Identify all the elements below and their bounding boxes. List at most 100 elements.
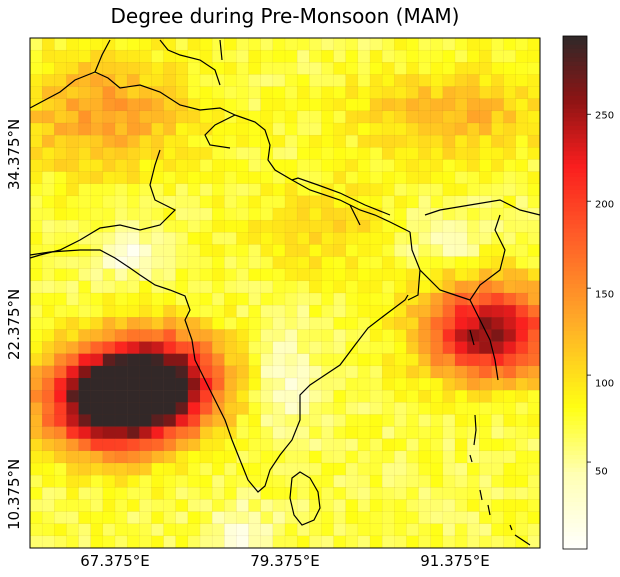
heatmap-cell <box>309 62 322 75</box>
heatmap-cell <box>29 268 43 282</box>
heatmap-cell <box>466 365 480 379</box>
heatmap-cell <box>321 256 335 270</box>
heatmap-cell <box>309 341 322 355</box>
heatmap-cell <box>41 450 55 464</box>
heatmap-cell <box>175 462 189 476</box>
heatmap-cell <box>418 232 432 245</box>
heatmap-cell <box>102 37 116 51</box>
heatmap-cell <box>442 49 456 63</box>
xtick-label-1: 79.375°E <box>250 552 320 570</box>
colorbar-segment <box>563 279 587 285</box>
colorbar-segment <box>563 416 587 422</box>
colorbar-segment <box>563 330 587 336</box>
heatmap-cell <box>163 86 177 100</box>
heatmap-cell <box>369 147 383 160</box>
heatmap-cell <box>163 62 177 75</box>
heatmap-cell <box>54 438 67 452</box>
heatmap-cell <box>90 134 104 148</box>
heatmap-cell <box>126 232 140 245</box>
heatmap-cell <box>515 317 529 330</box>
heatmap-cell <box>345 37 359 51</box>
heatmap-cell <box>309 353 322 367</box>
heatmap-cell <box>248 462 262 476</box>
heatmap-cell <box>41 474 55 488</box>
heatmap-cell <box>29 86 43 100</box>
heatmap-cell <box>515 438 529 452</box>
heatmap-cell <box>394 207 407 221</box>
heatmap-cell <box>41 62 55 75</box>
heatmap-cell <box>224 450 237 464</box>
heatmap-cell <box>454 389 468 403</box>
heatmap-cell <box>151 232 165 245</box>
heatmap-cell <box>466 183 480 197</box>
heatmap-cell <box>369 402 383 415</box>
heatmap-cell <box>248 280 262 294</box>
heatmap-cell <box>430 329 444 343</box>
heatmap-cell <box>430 499 444 513</box>
heatmap-cell <box>442 329 456 343</box>
colorbar-segment <box>563 484 587 490</box>
colorbar-segment <box>563 378 587 383</box>
heatmap-cell <box>211 535 225 549</box>
heatmap-cell <box>114 535 128 549</box>
heatmap-cell <box>114 523 128 537</box>
heatmap-cell <box>442 159 456 173</box>
heatmap-cell <box>102 365 116 379</box>
heatmap-cell <box>41 438 55 452</box>
heatmap-cell <box>139 487 152 500</box>
heatmap-cell <box>442 147 456 160</box>
heatmap-cell <box>54 98 67 112</box>
heatmap-cell <box>479 219 492 233</box>
heatmap-cell <box>479 304 492 318</box>
colorbar-segment <box>563 147 587 152</box>
heatmap-cell <box>503 232 517 245</box>
heatmap-cell <box>491 49 505 63</box>
heatmap-cell <box>406 280 420 294</box>
heatmap-cell <box>357 98 371 112</box>
heatmap-cell <box>139 511 152 525</box>
heatmap-cell <box>466 402 480 415</box>
heatmap-cell <box>126 523 140 537</box>
heatmap-cell <box>102 462 116 476</box>
heatmap-cell <box>66 62 80 75</box>
colorbar-segment <box>563 224 587 229</box>
colorbar-segment <box>563 360 587 366</box>
heatmap-cell <box>211 37 225 51</box>
heatmap-cell <box>479 37 492 51</box>
heatmap-cell <box>394 511 407 525</box>
heatmap-cell <box>479 426 492 440</box>
heatmap-cell <box>479 147 492 160</box>
heatmap-cell <box>163 511 177 525</box>
heatmap-cell <box>29 341 43 355</box>
heatmap-cell <box>126 511 140 525</box>
heatmap-cell <box>284 122 298 136</box>
heatmap-cell <box>163 292 177 306</box>
heatmap-cell <box>406 365 420 379</box>
heatmap-cell <box>41 317 55 330</box>
heatmap-cell <box>114 341 128 355</box>
heatmap-cell <box>199 499 213 513</box>
heatmap-cell <box>126 183 140 197</box>
ytick-label-0: 34.375°N <box>5 118 23 190</box>
heatmap-cell <box>163 256 177 270</box>
heatmap-cell <box>114 244 128 258</box>
colorbar-segment <box>563 292 587 298</box>
colorbar-segment <box>563 450 587 456</box>
heatmap-cell <box>151 256 165 270</box>
heatmap-cell <box>29 256 43 270</box>
heatmap-cell <box>90 232 104 245</box>
heatmap-cell <box>224 147 237 160</box>
heatmap-cell <box>394 183 407 197</box>
heatmap-cell <box>309 365 322 379</box>
heatmap-cell <box>515 159 529 173</box>
heatmap-cell <box>296 98 310 112</box>
heatmap-cell <box>151 341 165 355</box>
heatmap-cell <box>211 280 225 294</box>
heatmap-cell <box>309 98 322 112</box>
heatmap-cell <box>29 365 43 379</box>
heatmap-cell <box>454 292 468 306</box>
heatmap-cell <box>406 353 420 367</box>
colorbar-segment <box>563 390 587 396</box>
heatmap-cell <box>394 280 407 294</box>
heatmap-cell <box>199 341 213 355</box>
